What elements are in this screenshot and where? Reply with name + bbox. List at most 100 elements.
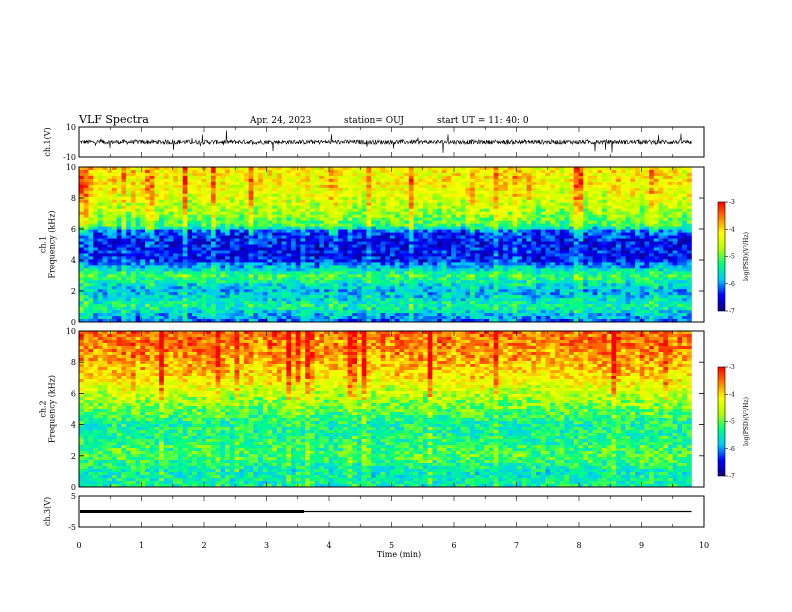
spec1-cell xyxy=(394,184,400,189)
spec1-cell xyxy=(521,250,527,254)
spec1-cell xyxy=(399,229,405,233)
spec1-cell xyxy=(413,232,419,236)
spec1-cell xyxy=(611,199,617,204)
spec1-cell xyxy=(667,196,673,201)
spec1-cell xyxy=(521,229,527,233)
spec1-cell xyxy=(97,271,103,275)
spec1-cell xyxy=(620,226,626,230)
spec1-cell xyxy=(474,172,480,177)
spec1-cell xyxy=(295,181,301,186)
spec1-cell xyxy=(484,187,490,192)
spec1-cell xyxy=(564,265,570,269)
spec1-cell xyxy=(413,223,419,227)
spec1-cell xyxy=(455,244,461,248)
spec1-cell xyxy=(361,187,367,192)
spec1-cell xyxy=(550,205,556,210)
spec1-cell xyxy=(380,196,386,201)
spec1-cell xyxy=(309,253,315,257)
spec1-cell xyxy=(521,193,527,198)
spec1-cell xyxy=(521,223,527,227)
spec1-cell xyxy=(620,220,626,224)
spec1-cell xyxy=(503,232,509,236)
spec1-cell xyxy=(418,265,424,269)
spec1-cell xyxy=(498,187,504,192)
spec1-cell xyxy=(281,250,287,254)
spec1-cell xyxy=(248,265,254,269)
spec1-cell xyxy=(441,172,447,177)
spec1-cell xyxy=(88,259,94,263)
spec1-cell xyxy=(545,217,551,221)
spec1-cell xyxy=(592,220,598,224)
spec1-cell xyxy=(253,256,259,260)
spec1-cell xyxy=(418,238,424,242)
spec1-cell xyxy=(573,241,579,245)
spec1-cell xyxy=(418,178,424,183)
spec1-cell xyxy=(569,202,575,207)
spec1-cell xyxy=(93,175,99,180)
spec1-cell xyxy=(149,277,155,281)
spec1-cell xyxy=(441,208,447,213)
spec1-cell xyxy=(531,199,537,204)
spec1-cell xyxy=(239,268,245,272)
spec1-cell xyxy=(389,262,395,266)
spec1-cell xyxy=(432,265,438,269)
spec1-cell xyxy=(347,241,353,245)
spec1-cell xyxy=(319,262,325,266)
spec1-cell xyxy=(305,202,311,207)
spec1-cell xyxy=(521,262,527,266)
spec1-cell xyxy=(455,211,461,215)
spec1-cell xyxy=(413,250,419,254)
spec1-cell xyxy=(177,193,183,198)
spec1-cell xyxy=(291,205,297,210)
spec1-cell xyxy=(328,244,334,248)
spec1-cell xyxy=(347,265,353,269)
spec1-cell xyxy=(493,196,499,201)
spec1-cell xyxy=(545,208,551,213)
spec1-cell xyxy=(658,268,664,272)
spec1-cell xyxy=(686,220,692,224)
spec1-cell xyxy=(385,262,391,266)
spec1-cell xyxy=(672,271,678,275)
spec1-cell xyxy=(356,211,362,215)
spec1-cell xyxy=(503,184,509,189)
spec1-cell xyxy=(620,178,626,183)
spec1-cell xyxy=(677,169,683,174)
spec1-cell xyxy=(333,223,339,227)
spec1-cell xyxy=(324,208,330,213)
spec1-cell xyxy=(295,223,301,227)
spec1-cell xyxy=(455,172,461,177)
spec1-cell xyxy=(319,190,325,195)
spec1-cell xyxy=(597,208,603,213)
spec1-cell xyxy=(154,223,160,227)
spec1-cell xyxy=(356,199,362,204)
spec1-cell xyxy=(526,167,532,171)
spec1-cell xyxy=(479,178,485,183)
spec1-cell xyxy=(121,247,127,251)
spec1-cell xyxy=(587,205,593,210)
spec1-cell xyxy=(291,202,297,207)
spec1-cell xyxy=(493,244,499,248)
spec1-cell xyxy=(404,193,410,198)
spec1-cell xyxy=(639,238,645,242)
spec1-cell xyxy=(399,223,405,227)
spec1-cell xyxy=(201,268,207,272)
spec1-cell xyxy=(545,196,551,201)
spec1-cell xyxy=(573,235,579,239)
spec1-cell xyxy=(672,229,678,233)
spec1-cell xyxy=(427,208,433,213)
spec1-cell xyxy=(408,217,414,221)
spec1-cell xyxy=(286,169,292,174)
spec1-cell xyxy=(625,220,631,224)
spec1-cell xyxy=(446,178,452,183)
spec1-cell xyxy=(672,175,678,180)
spec1-cell xyxy=(399,271,405,275)
spec1-cell xyxy=(554,184,560,189)
spec1-cell xyxy=(239,226,245,230)
spec1-cell xyxy=(569,196,575,201)
spec1-cell xyxy=(375,184,381,189)
spec1-cell xyxy=(578,220,584,224)
spec1-cell xyxy=(583,229,589,233)
spec1-cell xyxy=(220,226,226,230)
spec1-cell xyxy=(540,205,546,210)
spec1-cell xyxy=(192,229,198,233)
